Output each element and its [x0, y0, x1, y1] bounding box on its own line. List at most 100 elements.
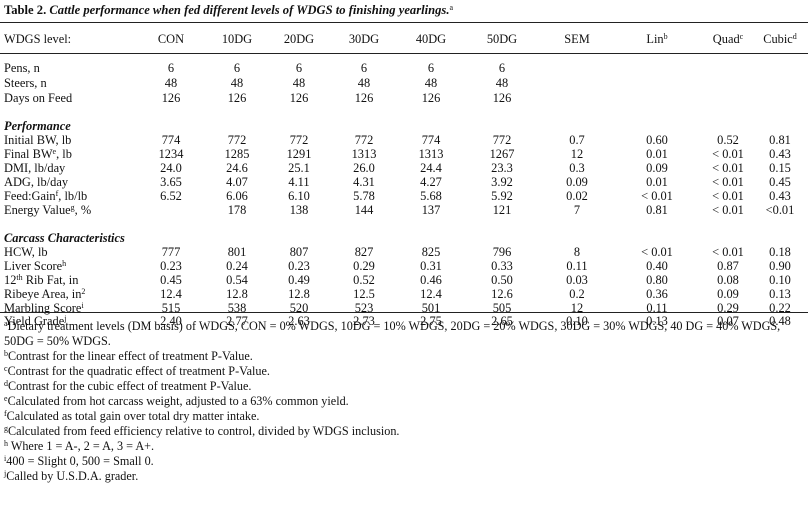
table-cell: 0.01: [646, 147, 668, 161]
row-label: Initial BW, lb: [4, 133, 72, 147]
row-label: Final BWe, lb: [4, 147, 72, 161]
table-cell: 26.0: [353, 161, 375, 175]
table-cell: 772: [492, 133, 512, 147]
table-cell: 0.10: [566, 314, 588, 328]
table-cell: 48: [292, 76, 306, 90]
table-cell: 48: [230, 76, 244, 90]
table-cell: 772: [289, 133, 309, 147]
row-label: DMI, lb/day: [4, 161, 66, 175]
table-cell: 6: [233, 61, 241, 75]
table-cell: 0.43: [769, 147, 791, 161]
caption-footnote-mark: a: [449, 3, 454, 12]
table-cell: 0.40: [646, 259, 668, 273]
table-cell: 23.3: [491, 161, 513, 175]
table-cell: 2.73: [353, 314, 375, 328]
header-cell: 10DG: [221, 32, 253, 46]
footnote: h Where 1 = A-, 2 = A, 3 = A+.: [4, 439, 155, 453]
table-cell: 126: [289, 91, 309, 105]
table-caption: Table 2. Cattle performance when fed dif…: [4, 3, 453, 18]
table-cell: 126: [161, 91, 181, 105]
table-cell: 12.8: [226, 287, 248, 301]
table-cell: 0.50: [491, 273, 513, 287]
table-cell: 6.52: [160, 189, 182, 203]
table-cell: 3.65: [160, 175, 182, 189]
header-rule: [0, 53, 808, 54]
table-row: Steers, n 48 48 48 48 48 48: [0, 76, 808, 91]
table-cell: 0.24: [226, 259, 248, 273]
section-heading-row: Performance: [0, 119, 808, 134]
header-cell: CON: [157, 32, 185, 46]
table-cell: 2.75: [420, 314, 442, 328]
table-cell: 0.03: [566, 273, 588, 287]
table-cell: 6: [360, 61, 368, 75]
table-row: Ribeye Area, in2 12.4 12.8 12.8 12.5 12.4 12.6…: [0, 287, 808, 302]
table-cell: 12.4: [420, 287, 442, 301]
table-cell: 1313: [418, 147, 444, 161]
row-label: Yield Gradej: [4, 314, 67, 328]
table-cell: 777: [161, 245, 181, 259]
table-cell: 4.27: [420, 175, 442, 189]
table-row: DMI, lb/day 24.0 24.6 25.1 26.0 24.4 23.3 0.3 0.…: [0, 161, 808, 176]
table-cell: 0.13: [769, 287, 791, 301]
row-label: Pens, n: [4, 61, 40, 75]
table-cell: 0.29: [717, 301, 739, 315]
table-cell: 0.09: [566, 175, 588, 189]
table-cell: 5.92: [491, 189, 513, 203]
table-cell: 774: [421, 133, 441, 147]
table-cell: <0.01: [765, 203, 795, 217]
table-cell: 24.6: [226, 161, 248, 175]
table-row: Days on Feed 126 126 126 126 126 126: [0, 91, 808, 106]
table-cell: 24.4: [420, 161, 442, 175]
table-cell: 0.02: [566, 189, 588, 203]
table-cell: < 0.01: [712, 161, 744, 175]
table-cell: 0.46: [420, 273, 442, 287]
table-cell: 0.7: [569, 133, 585, 147]
header-cell: 30DG: [348, 32, 380, 46]
table-row: HCW, lb 777 801 807 827 825 796 8 < 0.01 < 0.01 0.…: [0, 245, 808, 260]
table-cell: 0.08: [717, 273, 739, 287]
table-cell: 774: [161, 133, 181, 147]
table-row: Final BWe, lb 1234 1285 1291 1313 1313 1267 12 0…: [0, 147, 808, 162]
table-cell: 2.65: [491, 314, 513, 328]
table-cell: 801: [227, 245, 247, 259]
table-cell: 807: [289, 245, 309, 259]
table-cell: 0.11: [646, 301, 668, 315]
table-cell: 178: [227, 203, 247, 217]
table-cell: 0.80: [646, 273, 668, 287]
table-row: Pens, n 6 6 6 6 6 6: [0, 61, 808, 76]
table-cell: 4.31: [353, 175, 375, 189]
table-cell: 772: [354, 133, 374, 147]
table-cell: 0.10: [769, 273, 791, 287]
table-cell: 4.07: [226, 175, 248, 189]
table-cell: 0.36: [646, 287, 668, 301]
table-cell: 0.13: [646, 314, 668, 328]
table-cell: 523: [354, 301, 374, 315]
table-cell: 3.92: [491, 175, 513, 189]
table-cell: 12: [570, 147, 584, 161]
row-label: ADG, lb/day: [4, 175, 69, 189]
table-cell: 827: [354, 245, 374, 259]
row-label: Days on Feed: [4, 91, 73, 105]
table-cell: 825: [421, 245, 441, 259]
table-cell: 538: [227, 301, 247, 315]
table-cell: 0.2: [569, 287, 585, 301]
table-cell: 0.90: [769, 259, 791, 273]
footnotes: aDietary treatment levels (DM basis) of …: [4, 319, 804, 484]
table-cell: 25.1: [288, 161, 310, 175]
header-cell: 40DG: [415, 32, 447, 46]
footnote: gCalculated from feed efficiency relativ…: [4, 424, 400, 438]
table-cell: 1285: [224, 147, 250, 161]
table-cell: 12: [570, 301, 584, 315]
table-cell: 0.54: [226, 273, 248, 287]
table-row: 12th Rib Fat, in 0.45 0.54 0.49 0.52 0.46 0.50…: [0, 273, 808, 288]
table-cell: 0.22: [769, 301, 791, 315]
header-row: WDGS level: CON 10DG 20DG 30DG 40DG 50DG…: [0, 32, 808, 47]
table-cell: 12.8: [288, 287, 310, 301]
table-cell: < 0.01: [712, 147, 744, 161]
header-cell: 20DG: [283, 32, 315, 46]
table-cell: 501: [421, 301, 441, 315]
table-cell: 0.23: [160, 259, 182, 273]
table-row: Energy Valueg, % 178 138 144 137 121 7 0.81 < 0.…: [0, 203, 808, 218]
table-cell: 6: [427, 61, 435, 75]
table-cell: 8: [573, 245, 581, 259]
